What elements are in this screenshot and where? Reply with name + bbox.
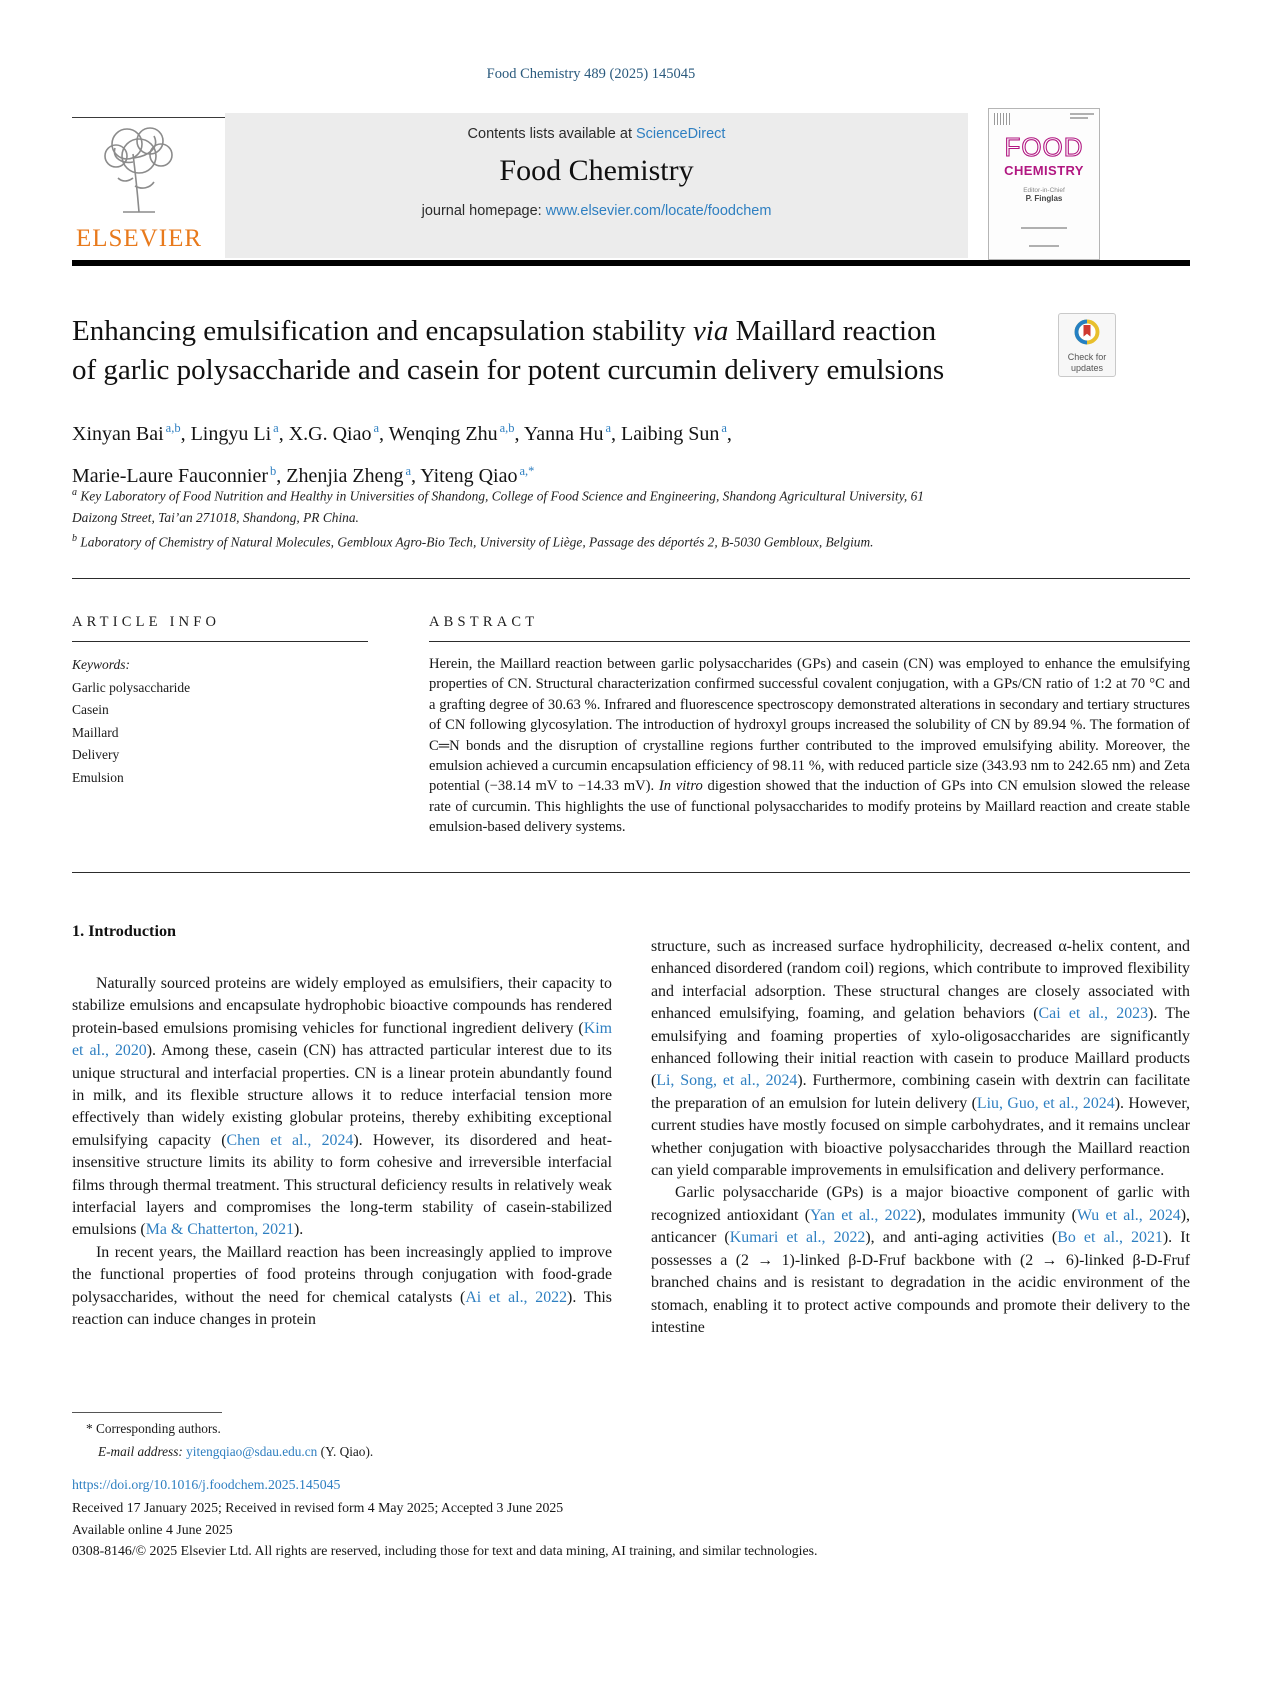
article-info-heading: ARTICLE INFO [72, 614, 221, 630]
cover-editor-name: P. Finglas [1025, 194, 1063, 203]
keyword: Emulsion [72, 769, 124, 785]
abstract-heading: ABSTRACT [429, 614, 539, 630]
copyright-line: 0308-8146/© 2025 Elsevier Ltd. All right… [72, 1543, 818, 1558]
author: Lingyu Li a, [190, 421, 289, 445]
cite-bo-2021[interactable]: Bo et al., 2021 [1057, 1229, 1163, 1247]
cite-cai-2023[interactable]: Cai et al., 2023 [1038, 1005, 1149, 1023]
journal-citation: Food Chemistry 489 (2025) 145045 [486, 66, 696, 82]
check-for-updates-badge[interactable]: Check for updates [1058, 313, 1116, 377]
cover-title-chemistry: CHEMISTRY [1004, 163, 1084, 178]
cover-bottom-bars [989, 216, 1099, 252]
check-for-updates-label: Check for updates [1067, 352, 1107, 373]
cover-barcode [994, 113, 1010, 125]
email-label: E-mail address: [98, 1444, 183, 1459]
author-affiliation-sup: a [405, 463, 412, 478]
intro-paragraph-3: structure, such as increased surface hyd… [651, 938, 1190, 1180]
elsevier-logo: ELSEVIER [72, 122, 206, 262]
author: Yanna Hu a, [523, 421, 622, 445]
author: Laibing Sun a, [621, 421, 732, 445]
title-line1-end: Maillard reaction [728, 315, 937, 347]
homepage-link[interactable]: www.elsevier.com/locate/foodchem [545, 203, 772, 219]
doi-link[interactable]: https://doi.org/10.1016/j.foodchem.2025.… [72, 1477, 341, 1492]
abstract-rule [429, 641, 1190, 642]
intro-paragraph-2: In recent years, the Maillard reaction h… [72, 1243, 612, 1329]
author: Wenqing Zhu a,b, [388, 421, 524, 445]
doi-line: https://doi.org/10.1016/j.foodchem.2025.… [72, 1477, 340, 1493]
cover-issn-bars [1070, 113, 1094, 125]
author-affiliation-sup: a,b [165, 421, 181, 435]
cite-chen-2024[interactable]: Chen et al., 2024 [226, 1131, 354, 1149]
cite-li-song-2024[interactable]: Li, Song, et al., 2024 [656, 1072, 798, 1090]
affiliation-a: a Key Laboratory of Food Nutrition and H… [72, 487, 924, 525]
keyword: Maillard [72, 724, 119, 740]
abstract-text: Herein, the Maillard reaction between ga… [429, 656, 1190, 836]
check-for-updates-icon [1074, 319, 1100, 345]
body-column-left: 1. Introduction Naturally sourced protei… [72, 922, 612, 1332]
intro-paragraph-4: Garlic polysaccharide (GPs) is a major b… [651, 1184, 1191, 1336]
keyword: Casein [72, 702, 109, 718]
cover-editor-label: Editor-in-Chief [1023, 187, 1065, 194]
body-column-right: structure, such as increased surface hyd… [651, 936, 1190, 1339]
elsevier-tree-icon [104, 127, 173, 213]
author: Marie-Laure Fauconnier b, [72, 463, 287, 488]
contents-prefix: Contents lists available at [467, 126, 636, 142]
contents-line: Contents lists available at ScienceDirec… [225, 113, 968, 142]
keywords-label: Keywords: [72, 657, 130, 672]
author-affiliation-sup: a,* [519, 463, 535, 478]
article-title: Enhancing emulsification and encapsulati… [72, 312, 1012, 390]
intro-paragraph-1: Naturally sourced proteins are widely em… [72, 975, 612, 1239]
cite-yan-2022[interactable]: Yan et al., 2022 [810, 1206, 917, 1224]
cite-wu-2024[interactable]: Wu et al., 2024 [1076, 1206, 1181, 1224]
elsevier-wordmark: ELSEVIER [75, 225, 203, 252]
keyword: Delivery [72, 747, 120, 763]
keyword: Garlic polysaccharide [72, 679, 191, 695]
divider-below-abstract [72, 872, 1190, 873]
affiliation-list: a Key Laboratory of Food Nutrition and H… [72, 482, 972, 553]
author-affiliation-sup: b [270, 463, 277, 478]
divider-above-abstract [72, 578, 1190, 579]
cite-kim-2020[interactable]: Kim et al., 2020 [72, 1019, 612, 1060]
author-affiliation-sup: a,b [499, 421, 515, 435]
journal-title: Food Chemistry [499, 154, 694, 187]
cite-ma-chatterton-2021[interactable]: Ma & Chatterton, 2021 [145, 1221, 295, 1239]
received-dates: Received 17 January 2025; Received in re… [72, 1500, 564, 1515]
journal-cover-thumbnail: FOOD CHEMISTRY Editor-in-Chief P. Fingla… [988, 108, 1100, 260]
email-note: E-mail address: yitengqiao@sdau.edu.cn (… [98, 1444, 373, 1460]
cover-title-food: FOOD [989, 131, 1099, 166]
email-owner: (Y. Qiao). [317, 1444, 374, 1459]
cite-liu-guo-2024[interactable]: Liu, Guo, et al., 2024 [976, 1094, 1115, 1112]
available-online: Available online 4 June 2025 [72, 1522, 233, 1537]
sciencedirect-link[interactable]: ScienceDirect [636, 126, 726, 142]
title-line1: Enhancing emulsification and encapsulati… [72, 315, 693, 347]
author: Xinyan Bai a,b, [72, 421, 191, 445]
author-affiliation-sup: a [273, 421, 279, 435]
homepage-line: journal homepage: www.elsevier.com/locat… [225, 203, 968, 219]
cover-food-text: FOOD [1004, 133, 1083, 161]
corresponding-authors-note: * Corresponding authors. [86, 1421, 221, 1436]
section-heading-introduction: 1. Introduction [72, 922, 177, 940]
homepage-label: journal homepage: [421, 203, 546, 219]
cover-top-row [989, 109, 1099, 125]
author-list: Xinyan Bai a,b, Lingyu Li a, X.G. Qiao a, W… [72, 410, 1052, 495]
author-affiliation-sup: a [721, 421, 727, 435]
author: Yiteng Qiao a,* [420, 463, 535, 488]
article-info-section: ARTICLE INFO Keywords: Garlic polysaccha… [72, 614, 368, 789]
author: X.G. Qiao a, [288, 421, 389, 445]
footnote-rule [72, 1412, 222, 1413]
author-affiliation-sup: a [373, 421, 380, 435]
abstract-in-vitro: In vitro [658, 778, 703, 795]
title-line2: of garlic polysaccharide and casein for … [72, 354, 945, 386]
cite-ai-2022[interactable]: Ai et al., 2022 [465, 1288, 568, 1306]
author: Zhenjia Zheng a, [286, 463, 421, 488]
email-link[interactable]: yitengqiao@sdau.edu.cn [186, 1444, 318, 1459]
cite-kumari-2022[interactable]: Kumari et al., 2022 [729, 1229, 866, 1247]
article-info-rule [72, 641, 368, 642]
title-italic-via: via [692, 315, 729, 347]
abstract-section: ABSTRACT Herein, the Maillard reaction b… [429, 614, 1190, 838]
masthead-box: Contents lists available at ScienceDirec… [225, 113, 968, 258]
author-affiliation-sup: a [605, 421, 612, 435]
affiliation-b: b Laboratory of Chemistry of Natural Mol… [72, 533, 874, 550]
masthead-bottom-bar [72, 260, 1190, 266]
